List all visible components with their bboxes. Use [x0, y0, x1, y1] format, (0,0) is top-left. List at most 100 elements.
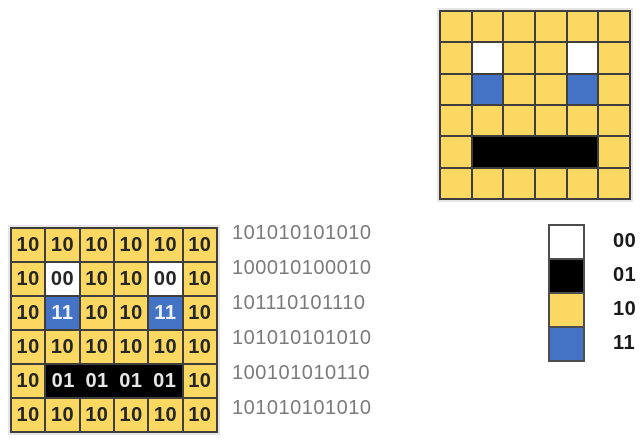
pixel-code-label: 01 [153, 370, 177, 392]
pixel-code-label: 10 [119, 302, 143, 324]
pixel-code-label: 10 [153, 336, 178, 358]
pixel-code-label: 10 [50, 404, 75, 426]
pixel-cell-10 [441, 168, 471, 198]
pixel-cell-10: 10 [12, 365, 45, 397]
legend-label-11: 11 [613, 331, 636, 354]
pixel-cell-10: 10 [183, 399, 216, 431]
pixel-code-label: 00 [153, 268, 178, 290]
pixel-cell-10 [599, 12, 629, 42]
legend-label-column: 00 01 10 11 [613, 224, 636, 362]
pixel-code-label: 10 [85, 268, 109, 290]
pixel-code-label: 10 [188, 404, 212, 426]
pixel-cell-10 [441, 106, 471, 136]
pixel-code-label: 10 [188, 302, 212, 324]
pixel-code-label: 10 [85, 336, 109, 358]
pixel-code-label: 11 [154, 302, 177, 324]
pixel-cell-00 [472, 43, 503, 73]
pixel-cell-10 [599, 106, 629, 136]
coded-pixel-grid: 10 10 10 10 10 10 10 00 10 10 00 10 10 11 10 10 11 10 10 10… [10, 227, 218, 433]
pixel-cell-10: 10 [12, 229, 45, 261]
pixel-code-label: 10 [188, 268, 212, 290]
pixel-code-label: 10 [16, 404, 40, 426]
color-code-legend: 00 01 10 11 [548, 224, 636, 362]
pixel-cell-10: 10 [12, 331, 45, 363]
pixel-cell-10 [567, 12, 598, 42]
pixel-cell-10 [472, 12, 503, 42]
pixel-cell-10 [599, 74, 629, 104]
pixel-cell-10: 10 [12, 263, 45, 295]
pixel-code-label: 10 [119, 234, 143, 256]
pixel-cell-10 [535, 168, 566, 198]
pixel-code-label: 01 [51, 370, 75, 392]
legend-swatch-10 [550, 292, 583, 326]
pixel-cell-10 [567, 168, 598, 198]
pixel-cell-10 [599, 43, 629, 73]
pixel-cell-10 [504, 168, 534, 198]
pixel-cell-01 [472, 137, 598, 167]
binary-string: 101110101110 [232, 292, 366, 314]
pixel-cell-01: 01 01 01 01 [46, 365, 182, 397]
pixel-cell-10 [504, 12, 534, 42]
pixel-cell-10 [504, 74, 534, 104]
pixel-cell-10 [441, 43, 471, 73]
pixel-cell-10 [535, 43, 566, 73]
pixel-code-label: 10 [153, 404, 178, 426]
pixel-cell-10 [567, 106, 598, 136]
pixel-cell-10: 10 [183, 229, 216, 261]
pixel-code-label: 11 [51, 302, 74, 324]
pixel-cell-10: 10 [80, 263, 113, 295]
pixel-cell-10 [504, 106, 534, 136]
legend-swatch-11 [550, 326, 583, 360]
pixel-cell-10 [472, 106, 503, 136]
binary-string: 100101010110 [232, 362, 370, 384]
pixel-code-label: 10 [50, 336, 75, 358]
legend-label-00: 00 [613, 229, 637, 252]
pixel-code-label: 10 [119, 268, 143, 290]
pixel-code-label: 10 [16, 370, 40, 392]
pixel-code-label: 01 [85, 370, 109, 392]
pixel-cell-10 [441, 12, 471, 42]
pixel-code-label: 01 [119, 370, 143, 392]
pixel-code-label: 10 [188, 234, 212, 256]
legend-swatch-01 [550, 258, 583, 292]
pixel-cell-10: 10 [114, 263, 148, 295]
legend-swatch-00 [550, 226, 583, 258]
pixel-cell-10 [599, 168, 629, 198]
pixel-cell-10 [535, 74, 566, 104]
pixel-code-label: 00 [50, 268, 75, 290]
pixel-code-label: 10 [85, 404, 109, 426]
pixel-code-label: 10 [119, 336, 143, 358]
pixel-cell-00: 00 [149, 263, 182, 295]
pixel-cell-10: 10 [46, 331, 79, 363]
pixel-cell-10: 10 [46, 229, 79, 261]
pixel-cell-10: 10 [80, 331, 113, 363]
pixel-cell-00: 00 [46, 263, 79, 295]
pixel-code-label: 10 [16, 234, 40, 256]
smiley-pixel-grid [439, 10, 631, 200]
pixel-cell-10 [599, 137, 629, 167]
pixel-cell-10: 10 [114, 399, 148, 431]
smiley-pixel-image [437, 8, 633, 202]
binary-string: 101010101010 [232, 397, 372, 419]
pixel-cell-11: 11 [149, 297, 182, 329]
pixel-cell-00 [567, 43, 598, 73]
pixel-cell-10 [441, 137, 471, 167]
legend-swatch-column [548, 224, 585, 362]
pixel-cell-10: 10 [183, 331, 216, 363]
pixel-code-label: 10 [16, 336, 40, 358]
pixel-cell-10: 10 [12, 399, 45, 431]
pixel-cell-10 [472, 168, 503, 198]
pixel-cell-10: 10 [149, 229, 182, 261]
pixel-cell-10: 10 [12, 297, 45, 329]
pixel-cell-10 [535, 12, 566, 42]
legend-label-01: 01 [613, 263, 637, 286]
pixel-code-label: 10 [153, 234, 178, 256]
pixel-cell-10: 10 [183, 263, 216, 295]
pixel-code-label: 10 [85, 234, 109, 256]
coded-pixel-image: 10 10 10 10 10 10 10 00 10 10 00 10 10 11 10 10 11 10 10 10… [8, 225, 220, 435]
pixel-cell-11 [472, 74, 503, 104]
binary-string: 101010101010 [232, 327, 372, 349]
pixel-cell-10 [504, 43, 534, 73]
pixel-cell-10: 10 [114, 331, 148, 363]
pixel-cell-10: 10 [80, 399, 113, 431]
